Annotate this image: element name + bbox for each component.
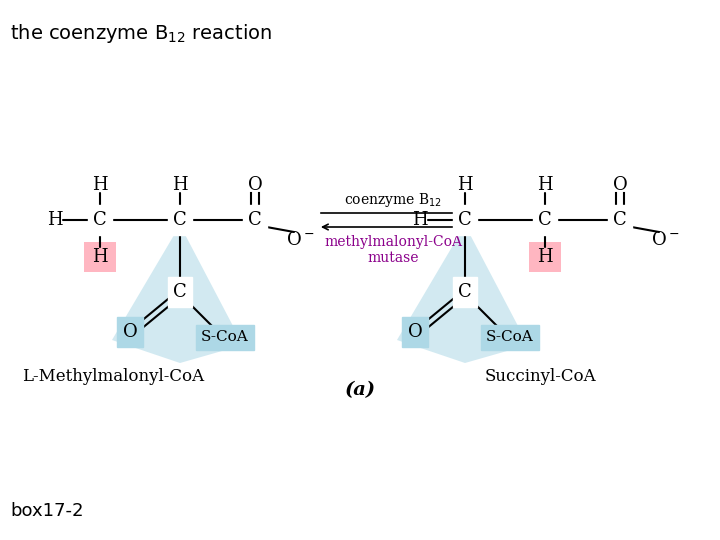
Text: O: O bbox=[122, 323, 138, 341]
Text: (a): (a) bbox=[344, 381, 376, 399]
Text: H: H bbox=[537, 248, 553, 266]
Text: C: C bbox=[458, 283, 472, 301]
Text: C: C bbox=[613, 211, 627, 229]
Text: C: C bbox=[93, 211, 107, 229]
Text: H: H bbox=[92, 248, 108, 266]
Text: H: H bbox=[172, 176, 188, 194]
Text: S-CoA: S-CoA bbox=[486, 330, 534, 344]
Text: H: H bbox=[457, 176, 473, 194]
Text: coenzyme B$_{12}$: coenzyme B$_{12}$ bbox=[344, 191, 442, 209]
Text: C: C bbox=[173, 211, 187, 229]
Text: L-Methylmalonyl-CoA: L-Methylmalonyl-CoA bbox=[22, 368, 204, 385]
Text: Succinyl-CoA: Succinyl-CoA bbox=[484, 368, 596, 385]
Polygon shape bbox=[397, 225, 528, 363]
Polygon shape bbox=[112, 225, 243, 363]
Text: C: C bbox=[458, 211, 472, 229]
Text: O$^-$: O$^-$ bbox=[286, 231, 315, 249]
Text: methylmalonyl-CoA
mutase: methylmalonyl-CoA mutase bbox=[324, 235, 462, 265]
Text: H: H bbox=[537, 176, 553, 194]
Text: box17-2: box17-2 bbox=[10, 502, 84, 520]
Text: H: H bbox=[92, 176, 108, 194]
Text: the coenzyme B$_{12}$ reaction: the coenzyme B$_{12}$ reaction bbox=[10, 22, 272, 45]
Text: O: O bbox=[408, 323, 423, 341]
Text: O: O bbox=[613, 176, 627, 194]
FancyBboxPatch shape bbox=[84, 242, 116, 272]
Text: O$^-$: O$^-$ bbox=[651, 231, 679, 249]
Text: H: H bbox=[412, 211, 428, 229]
Text: C: C bbox=[538, 211, 552, 229]
Text: S-CoA: S-CoA bbox=[201, 330, 249, 344]
Text: C: C bbox=[173, 283, 187, 301]
FancyBboxPatch shape bbox=[529, 242, 561, 272]
Text: H: H bbox=[48, 211, 63, 229]
Text: O: O bbox=[248, 176, 262, 194]
Text: C: C bbox=[248, 211, 262, 229]
